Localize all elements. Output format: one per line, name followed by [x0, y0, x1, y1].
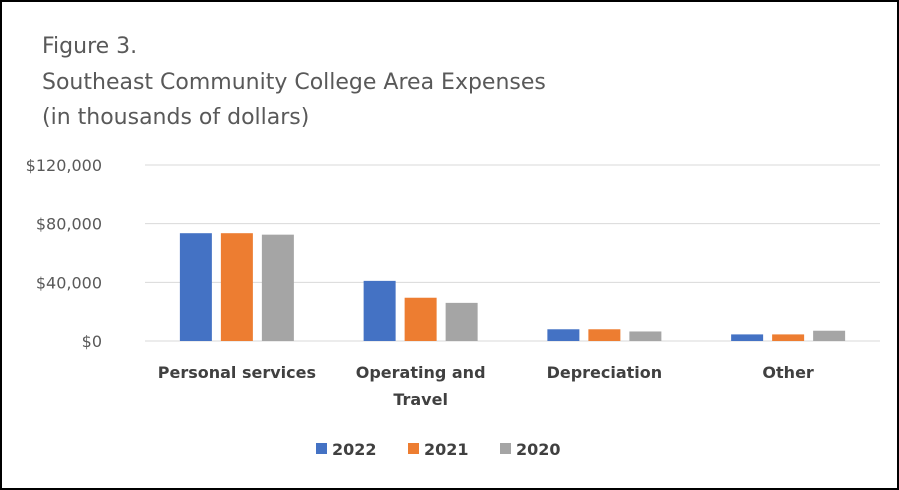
- chart-title-line-3: (in thousands of dollars): [42, 105, 310, 130]
- legend-label: 2020: [516, 440, 561, 459]
- y-tick-label: $40,000: [36, 273, 102, 292]
- bar: [731, 334, 764, 341]
- x-tick-label: Depreciation: [547, 363, 663, 382]
- y-tick-label: $120,000: [26, 156, 102, 175]
- y-tick-label: $80,000: [36, 215, 102, 234]
- x-tick-label: Travel: [393, 390, 448, 409]
- bar: [445, 302, 478, 341]
- bar: [772, 334, 805, 341]
- y-tick-label: $0: [82, 332, 102, 351]
- legend-label: 2021: [424, 440, 469, 459]
- chart-title-line-1: Figure 3.: [42, 34, 138, 59]
- bar: [404, 297, 437, 341]
- legend-swatch: [408, 443, 419, 454]
- bar: [813, 330, 846, 341]
- bar: [363, 280, 396, 341]
- legend-swatch: [316, 443, 327, 454]
- chart-title-line-2: Southeast Community College Area Expense…: [42, 70, 546, 95]
- bar: [220, 233, 253, 341]
- bar: [629, 331, 662, 341]
- x-tick-label: Other: [762, 363, 813, 382]
- bar: [588, 329, 621, 341]
- bar: [179, 233, 212, 341]
- x-tick-label: Personal services: [158, 363, 316, 382]
- legend-swatch: [500, 443, 511, 454]
- legend-label: 2022: [332, 440, 377, 459]
- bar: [547, 329, 580, 341]
- x-tick-label: Operating and: [356, 363, 486, 382]
- bar: [261, 234, 294, 341]
